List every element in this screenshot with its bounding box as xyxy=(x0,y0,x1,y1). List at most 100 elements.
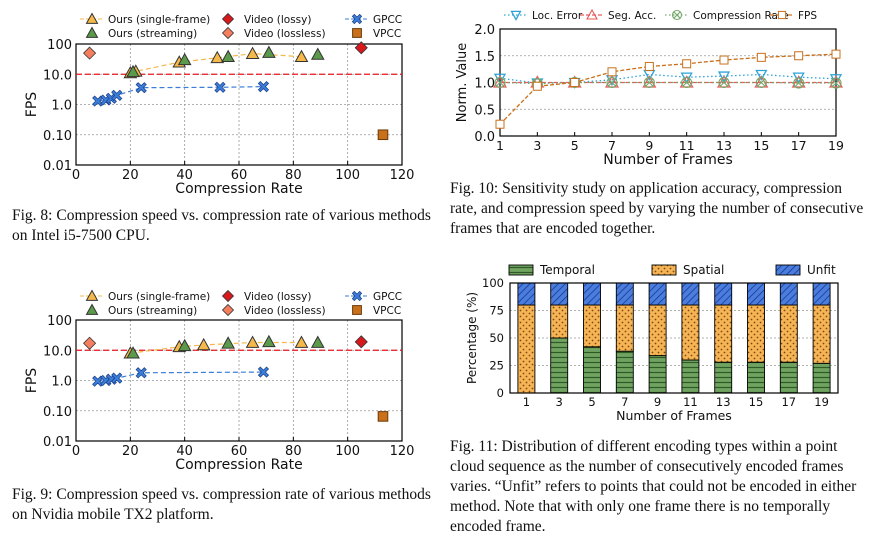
data-point xyxy=(828,75,844,88)
data-point xyxy=(135,367,147,379)
data-point xyxy=(105,92,117,104)
bar-segment-temporal xyxy=(812,362,831,394)
legend-marker xyxy=(777,10,787,20)
legend-swatch xyxy=(775,264,801,276)
y-tick-label: 0 xyxy=(497,386,504,400)
data-point xyxy=(310,47,325,60)
x-tick-label: 17 xyxy=(791,138,807,153)
legend-label: VPCC xyxy=(373,28,401,40)
data-point xyxy=(257,81,270,93)
x-tick-label: 120 xyxy=(390,168,415,183)
x-tick-label: 13 xyxy=(716,395,731,409)
data-point xyxy=(257,366,270,378)
y-axis-label: FPS xyxy=(24,92,40,117)
y-axis-label: Norm. Value xyxy=(455,43,470,122)
x-tick-label: 3 xyxy=(556,395,563,409)
data-point xyxy=(245,46,260,59)
bar-segment-temporal xyxy=(648,355,667,394)
bar-segment-spatial xyxy=(517,304,536,394)
figure-10-caption: Fig. 10: Sensitivity study on applicatio… xyxy=(450,180,864,237)
legend-label: Ours (single-frame) xyxy=(108,291,210,303)
bar-segment-spatial xyxy=(648,304,667,357)
data-point xyxy=(718,76,730,89)
legend-marker xyxy=(352,305,362,315)
x-tick-label: 9 xyxy=(654,395,661,409)
x-tick-label: 1 xyxy=(523,395,530,409)
x-tick-label: 40 xyxy=(176,168,193,183)
bar-segment-spatial xyxy=(779,304,798,363)
data-point xyxy=(755,76,767,89)
plot-frame xyxy=(75,43,403,166)
bar-segment-unfit xyxy=(583,282,601,306)
y-tick-label: 0.5 xyxy=(474,103,495,118)
x-tick-label: 7 xyxy=(608,138,616,153)
data-point xyxy=(221,336,235,349)
x-tick-label: 17 xyxy=(781,395,796,409)
y-tick-label: 25 xyxy=(489,359,504,373)
bar-segment-unfit xyxy=(714,282,733,306)
bar-segment-spatial xyxy=(714,304,733,363)
data-point xyxy=(494,76,506,89)
x-tick-label: 9 xyxy=(645,138,653,153)
x-tick-label: 60 xyxy=(231,168,248,183)
series-line xyxy=(130,341,302,354)
bar-segment-unfit xyxy=(681,282,700,306)
y-axis-label: FPS xyxy=(24,368,40,393)
data-point xyxy=(83,336,97,350)
legend-marker xyxy=(671,9,683,21)
data-point xyxy=(756,52,766,62)
bar-segment-temporal xyxy=(550,337,569,394)
data-point xyxy=(83,46,97,60)
data-point xyxy=(644,61,654,71)
bar-segment-unfit xyxy=(517,282,536,306)
data-point xyxy=(682,59,692,69)
data-point xyxy=(791,75,806,88)
data-point xyxy=(643,69,656,81)
y-tick-label: 1.5 xyxy=(474,50,495,65)
data-point xyxy=(495,119,505,129)
x-tick-label: 80 xyxy=(285,444,302,459)
x-tick-label: 13 xyxy=(716,138,732,153)
legend-marker xyxy=(221,26,235,40)
x-tick-label: 0 xyxy=(72,168,80,183)
legend-marker xyxy=(510,10,522,21)
legend-marker xyxy=(85,303,99,315)
bar-segment-unfit xyxy=(648,282,667,306)
x-tick-label: 0 xyxy=(72,444,80,459)
bar-segment-spatial xyxy=(747,304,765,363)
data-point xyxy=(794,51,804,61)
data-point xyxy=(262,334,276,348)
x-axis-label: Compression Rate xyxy=(175,181,302,197)
legend-label: Ours (streaming) xyxy=(108,305,197,317)
legend-marker xyxy=(85,12,99,24)
data-point xyxy=(210,50,225,64)
bar-segment-temporal xyxy=(681,359,700,394)
legend-label: Spatial xyxy=(683,263,724,277)
x-tick-label: 19 xyxy=(828,138,844,153)
x-tick-label: 5 xyxy=(571,138,579,153)
bar-segment-spatial xyxy=(681,304,700,361)
bar-segment-spatial xyxy=(583,304,601,348)
y-tick-label: 0.0 xyxy=(474,130,495,145)
x-tick-label: 100 xyxy=(335,444,360,459)
y-tick-label: 10.0 xyxy=(43,344,72,359)
data-point xyxy=(354,335,368,349)
data-point xyxy=(111,372,123,384)
x-tick-label: 120 xyxy=(390,444,415,459)
legend-marker xyxy=(351,13,363,25)
x-tick-label: 7 xyxy=(621,395,628,409)
data-point xyxy=(717,71,731,83)
bar-segment-temporal xyxy=(615,350,634,394)
x-tick-label: 80 xyxy=(285,168,302,183)
y-tick-label: 0.01 xyxy=(43,435,72,450)
y-tick-label: 10.0 xyxy=(43,68,72,83)
data-point xyxy=(262,45,276,58)
x-tick-label: 19 xyxy=(814,395,829,409)
legend-marker xyxy=(221,303,235,317)
data-point xyxy=(377,411,389,422)
legend-marker xyxy=(221,289,235,303)
data-point xyxy=(719,55,729,65)
y-tick-label: 0.01 xyxy=(43,159,72,174)
y-tick-label: 0.10 xyxy=(43,129,72,144)
chart-fig8: 0 20 40 60 80 100 120 0.01 0.10 1.0 10.0 100 Compres… xyxy=(24,12,415,197)
